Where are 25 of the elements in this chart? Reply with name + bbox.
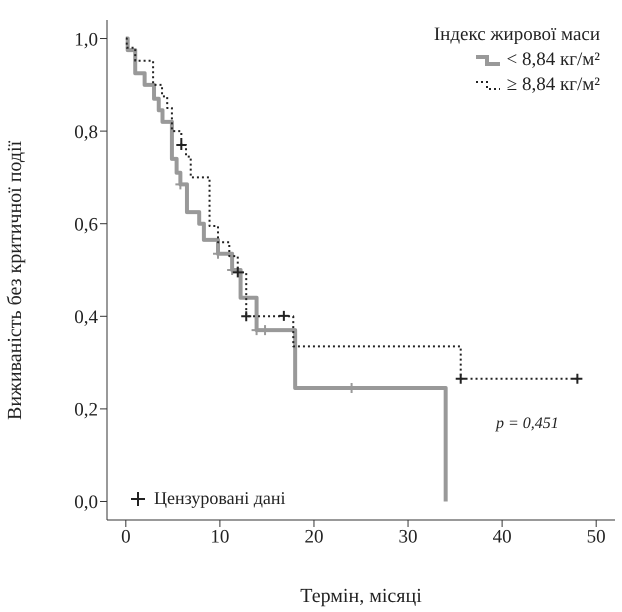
x-tick-label: 10 [210,526,230,548]
x-tick-label: 30 [398,526,418,548]
legend-label: < 8,84 кг/м² [506,48,600,72]
point [232,266,244,278]
x-tick-label: 0 [121,526,131,548]
y-tick-label: 0,8 [74,122,98,143]
annotation: p = 0,451 [496,415,559,433]
y-tick-label: 0,6 [74,214,98,236]
point [454,372,467,385]
point [571,372,584,385]
y-axis-title: Виживаність без критичної події [4,140,26,420]
y-tick-label: 0,0 [74,492,98,514]
annotation: Цензуровані дані [154,488,286,509]
point [278,310,290,322]
legend-title: Індекс жирової маси [434,23,600,47]
x-tick-label: 50 [586,526,606,548]
point [240,310,252,322]
point [175,139,188,151]
x-tick-label: 40 [492,526,512,548]
legend-label: ≥ 8,84 кг/м² [506,73,600,97]
y-tick-label: 1,0 [74,29,98,50]
y-tick-label: 0,2 [74,400,98,421]
x-axis-title: Термін, місяці [300,585,422,607]
y-tick-label: 0,4 [74,307,98,328]
x-tick-label: 20 [304,526,324,548]
